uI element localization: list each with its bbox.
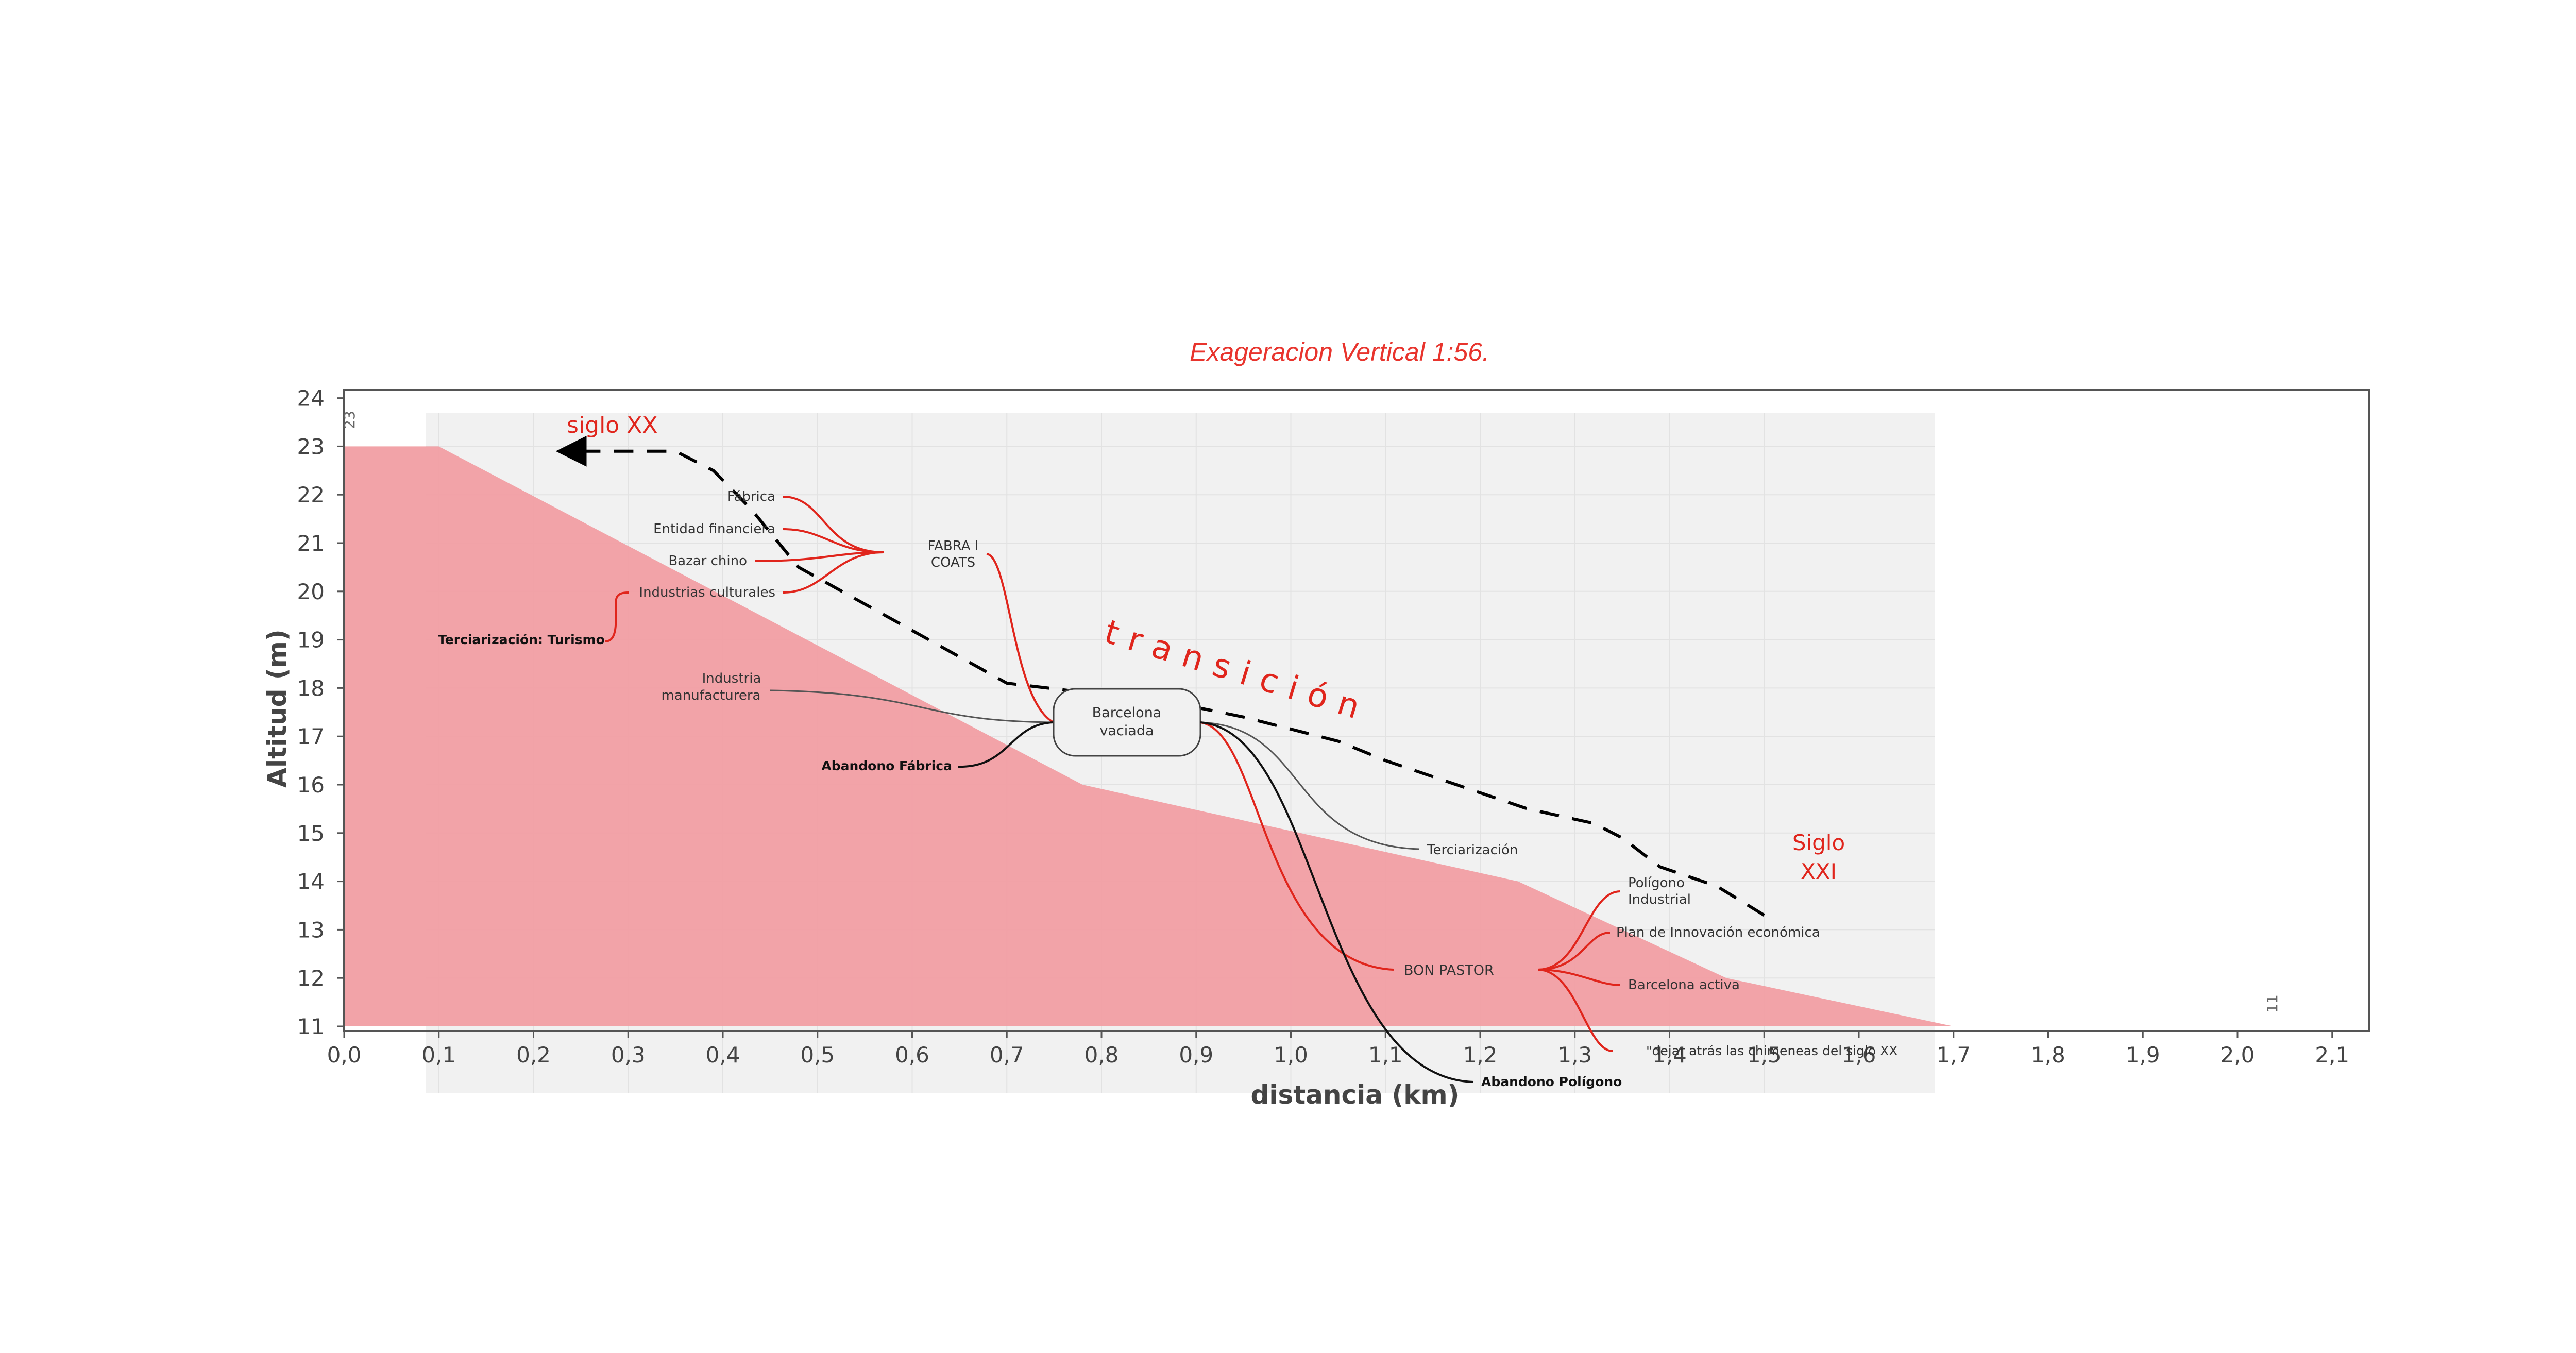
terciarizacion-connector [1200, 721, 1420, 850]
center-box-line2: vaciada [1099, 723, 1154, 739]
abandono-poligono-connector [1200, 721, 1474, 1083]
y-tick-label: 22 [297, 482, 325, 508]
industria-connector [770, 689, 1054, 723]
x-tick-label: 2,0 [2221, 1042, 2255, 1068]
turismo-bracket [605, 591, 629, 642]
x-tick-label: 0,5 [800, 1042, 835, 1068]
y-tick-label: 24 [297, 386, 325, 411]
x-tick-label: 1,2 [1463, 1042, 1498, 1068]
y-tick-label: 11 [297, 1014, 325, 1039]
x-tick-label: 2,1 [2315, 1042, 2349, 1068]
x-tick-label: 0,3 [611, 1042, 646, 1068]
y-tick-label: 20 [297, 579, 325, 604]
x-tick-label: 1,0 [1274, 1042, 1308, 1068]
fabra-label-line1: FABRA I [928, 538, 979, 554]
end-edge-label: 11 [2264, 994, 2281, 1013]
bazar-chino-label: Bazar chino [668, 553, 747, 569]
x-tick-label: 1,3 [1557, 1042, 1592, 1068]
barcelona-activa-label: Barcelona activa [1628, 977, 1740, 993]
center-box [1053, 688, 1201, 757]
x-tick-label: 1,9 [2126, 1042, 2160, 1068]
y-tick-label: 16 [297, 772, 325, 798]
center-box-line1: Barcelona [1092, 705, 1162, 721]
y-tick-label: 15 [297, 821, 325, 846]
terciarizacion-label: Terciarización [1427, 842, 1518, 858]
x-tick-label: 0,1 [421, 1042, 456, 1068]
x-tick-label: 0,9 [1179, 1042, 1213, 1068]
chimeneas-label: "dejar atrás las chimeneas del siglo XX [1646, 1043, 1897, 1058]
x-tick-label: 0,2 [516, 1042, 551, 1068]
poligono-label-line1: Polígono [1628, 875, 1685, 891]
left-group-brackets [754, 496, 884, 594]
right-group-brackets [1537, 890, 1621, 1052]
y-tick-label: 18 [297, 675, 325, 701]
elevation-area [344, 446, 1954, 1026]
plot-frame [343, 389, 2370, 1032]
industrias-culturales-label: Industrias culturales [639, 585, 775, 600]
y-tick-label: 12 [297, 966, 325, 991]
x-tick-label: 1,8 [2031, 1042, 2065, 1068]
entidad-financiera-label: Entidad financiera [653, 521, 775, 537]
x-tick-label: 0,4 [706, 1042, 740, 1068]
fabra-connector [986, 553, 1054, 723]
x-tick-label: 1,6 [1842, 1042, 1876, 1068]
y-axis-label: Altitud (m) [262, 629, 292, 787]
x-tick-label: 0,0 [327, 1042, 362, 1068]
x-tick-label: 1,4 [1652, 1042, 1687, 1068]
bon-pastor-label: BON PASTOR [1404, 962, 1494, 978]
y-tick-label: 21 [297, 531, 325, 556]
x-tick-label: 1,1 [1368, 1042, 1403, 1068]
poligono-label-line2: Industrial [1628, 892, 1691, 907]
plan-label: Plan de Innovación económica [1616, 925, 1820, 940]
y-tick-label: 23 [297, 434, 325, 459]
industria-label-line1: Industria [702, 671, 761, 686]
chart-title: Exageracion Vertical 1:56. [1190, 337, 1489, 366]
turismo-label: Terciarización: Turismo [438, 632, 605, 647]
abandono-poligono-label: Abandono Polígono [1481, 1074, 1622, 1089]
abandono-fabrica-label: Abandono Fábrica [821, 758, 952, 773]
y-tick-label: 19 [297, 628, 325, 653]
y-tick-label: 17 [297, 724, 325, 749]
x-tick-label: 0,6 [895, 1042, 929, 1068]
start-edge-label: 23 [341, 411, 358, 429]
abandono-fabrica-connector [958, 721, 1054, 768]
x-tick-label: 0,8 [1084, 1042, 1119, 1068]
industria-label-line2: manufacturera [661, 688, 760, 703]
fabrica-label: Fábrica [727, 489, 775, 504]
y-axis-ticks: 11 12 13 14 15 16 17 18 19 20 21 22 23 24 [297, 386, 344, 1039]
era-start-label: siglo XX [567, 412, 658, 438]
fabra-label-line2: COATS [931, 555, 975, 570]
x-tick-label: 0,7 [990, 1042, 1024, 1068]
x-axis-label: distancia (km) [1251, 1080, 1460, 1110]
x-tick-label: 1,7 [1936, 1042, 1971, 1068]
x-axis-ticks: 0,0 0,1 0,2 0,3 0,4 0,5 0,6 0,7 0,8 0,9 1,0 1,1 1,2 1… [327, 1031, 2349, 1068]
era-end-label-line2: XXI [1801, 859, 1837, 884]
y-tick-label: 14 [297, 869, 325, 894]
y-tick-label: 13 [297, 917, 325, 942]
x-tick-label: 1,5 [1747, 1042, 1782, 1068]
era-end-label-line1: Siglo [1792, 830, 1845, 855]
transition-path [555, 435, 1765, 917]
